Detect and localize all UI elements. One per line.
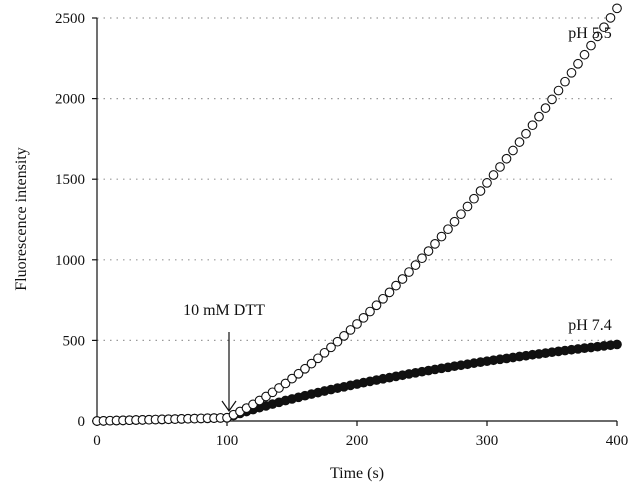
dtt-annotation-label: 10 mM DTT (183, 302, 265, 319)
data-point (540, 103, 551, 113)
data-point (599, 22, 609, 33)
data-point (586, 40, 596, 51)
data-series (92, 3, 622, 426)
data-point (319, 347, 330, 358)
data-point (423, 246, 434, 256)
data-point (605, 12, 616, 23)
data-point (443, 224, 453, 235)
data-point (566, 67, 577, 78)
y-tick-label: 2000 (55, 92, 85, 108)
data-point (358, 312, 369, 323)
data-point (391, 280, 401, 291)
data-point (579, 49, 590, 60)
data-point (410, 260, 421, 270)
data-point (365, 306, 375, 317)
data-point (527, 120, 538, 131)
series-ph-5-5 (92, 3, 622, 426)
data-point (514, 137, 525, 147)
data-point (274, 383, 284, 393)
data-point (547, 94, 557, 105)
data-point (612, 3, 622, 14)
data-point (508, 145, 518, 156)
gridlines (97, 17, 617, 341)
data-point (501, 153, 512, 164)
data-point (488, 170, 499, 180)
data-point (456, 209, 466, 220)
x-axis-title: Time (s) (330, 465, 384, 482)
series-label-ph74: pH 7.4 (568, 317, 612, 334)
data-point (417, 253, 427, 264)
y-tick-label: 1500 (55, 172, 85, 188)
data-point (475, 186, 486, 196)
x-tick-label: 300 (476, 433, 499, 449)
y-tick-label: 0 (78, 414, 86, 430)
data-point (612, 339, 622, 350)
x-tick-label: 400 (606, 433, 629, 449)
series-label-ph55: pH 5.5 (568, 25, 612, 42)
data-point (430, 238, 440, 249)
data-point (495, 162, 505, 172)
axes (96, 18, 617, 422)
data-point (573, 58, 583, 69)
data-point (371, 300, 382, 311)
data-point (592, 31, 603, 42)
x-tick-label: 200 (346, 433, 369, 449)
dtt-arrow-head (221, 400, 237, 413)
data-point (378, 293, 388, 304)
data-point (339, 331, 349, 341)
data-point (352, 319, 362, 329)
x-tick-label: 100 (216, 433, 239, 449)
ticks: 0 500 1000 1500 2000 2500 0 100 200 300 400 (55, 11, 628, 449)
data-point (287, 373, 297, 384)
y-tick-label: 500 (63, 333, 86, 349)
data-point (332, 336, 343, 347)
series-ph-7-4 (92, 339, 622, 426)
data-point (326, 342, 336, 353)
data-point (462, 201, 473, 212)
x-tick-label: 0 (93, 433, 101, 449)
data-point (404, 267, 414, 277)
data-point (560, 76, 570, 87)
data-point (449, 216, 460, 227)
data-point (293, 368, 304, 379)
data-point (384, 287, 395, 298)
y-tick-label: 1000 (55, 253, 85, 269)
data-point (469, 193, 479, 204)
data-point (397, 274, 408, 284)
data-point (553, 85, 564, 96)
data-point (345, 325, 356, 335)
data-point (280, 378, 291, 389)
data-point (300, 363, 310, 374)
data-point (313, 353, 323, 364)
y-axis-title: Fluorescence intensity (13, 147, 30, 291)
data-point (306, 358, 317, 369)
annotation: 10 mM DTT (183, 302, 265, 413)
data-point (534, 111, 544, 122)
y-tick-label: 2500 (55, 11, 85, 27)
data-point (436, 231, 447, 242)
data-point (521, 128, 531, 139)
data-point (267, 387, 278, 398)
data-point (482, 178, 492, 188)
